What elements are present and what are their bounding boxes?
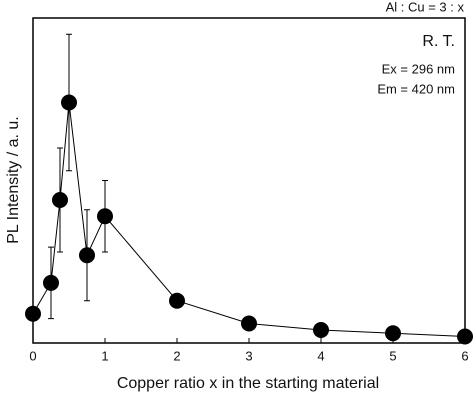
data-point bbox=[97, 208, 113, 225]
data-point bbox=[25, 305, 41, 322]
x-axis-label: Copper ratio x in the starting material bbox=[117, 375, 379, 392]
x-tick-label: 5 bbox=[389, 348, 396, 363]
data-point bbox=[52, 192, 68, 208]
data-point bbox=[169, 292, 185, 309]
x-tick-label: 4 bbox=[317, 348, 324, 363]
x-tick-label: 2 bbox=[173, 348, 180, 363]
annotation: R. T. bbox=[422, 33, 455, 50]
x-tick-label: 1 bbox=[101, 348, 108, 363]
x-tick-label: 0 bbox=[29, 348, 36, 363]
data-point bbox=[241, 315, 257, 332]
x-tick-label: 3 bbox=[245, 348, 252, 363]
data-point bbox=[43, 274, 59, 291]
data-point bbox=[79, 247, 95, 264]
annotation: Em = 420 nm bbox=[377, 81, 455, 96]
data-point bbox=[313, 322, 329, 338]
x-tick-label: 6 bbox=[461, 348, 468, 363]
annotation: Al : Cu = 3 : x bbox=[386, 0, 465, 14]
y-axis-label: PL Intensity / a. u. bbox=[5, 116, 22, 243]
data-point bbox=[385, 325, 401, 342]
data-point bbox=[457, 328, 473, 345]
data-point bbox=[61, 94, 77, 111]
annotation: Ex = 296 nm bbox=[382, 61, 455, 76]
